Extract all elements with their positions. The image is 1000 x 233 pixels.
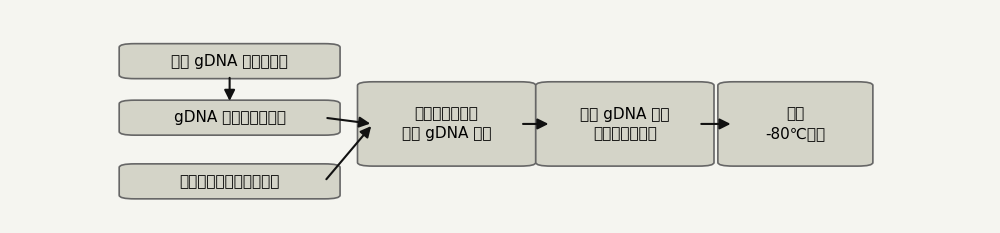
Text: 分装
-80℃保存: 分装 -80℃保存 bbox=[765, 106, 825, 141]
FancyBboxPatch shape bbox=[536, 82, 714, 166]
FancyBboxPatch shape bbox=[119, 44, 340, 79]
Text: 正常女性血浆分离、定量: 正常女性血浆分离、定量 bbox=[179, 174, 280, 189]
FancyBboxPatch shape bbox=[357, 82, 536, 166]
Text: gDNA 打断、片段选择: gDNA 打断、片段选择 bbox=[174, 110, 286, 125]
Text: 三体 gDNA 提取、定量: 三体 gDNA 提取、定量 bbox=[171, 54, 288, 69]
FancyBboxPatch shape bbox=[119, 164, 340, 199]
Text: 三体 gDNA 与正
常女性血浆混合: 三体 gDNA 与正 常女性血浆混合 bbox=[580, 106, 670, 141]
Text: 计算不同浓度的
三体 gDNA 用量: 计算不同浓度的 三体 gDNA 用量 bbox=[402, 106, 491, 141]
FancyBboxPatch shape bbox=[119, 100, 340, 135]
FancyBboxPatch shape bbox=[718, 82, 873, 166]
